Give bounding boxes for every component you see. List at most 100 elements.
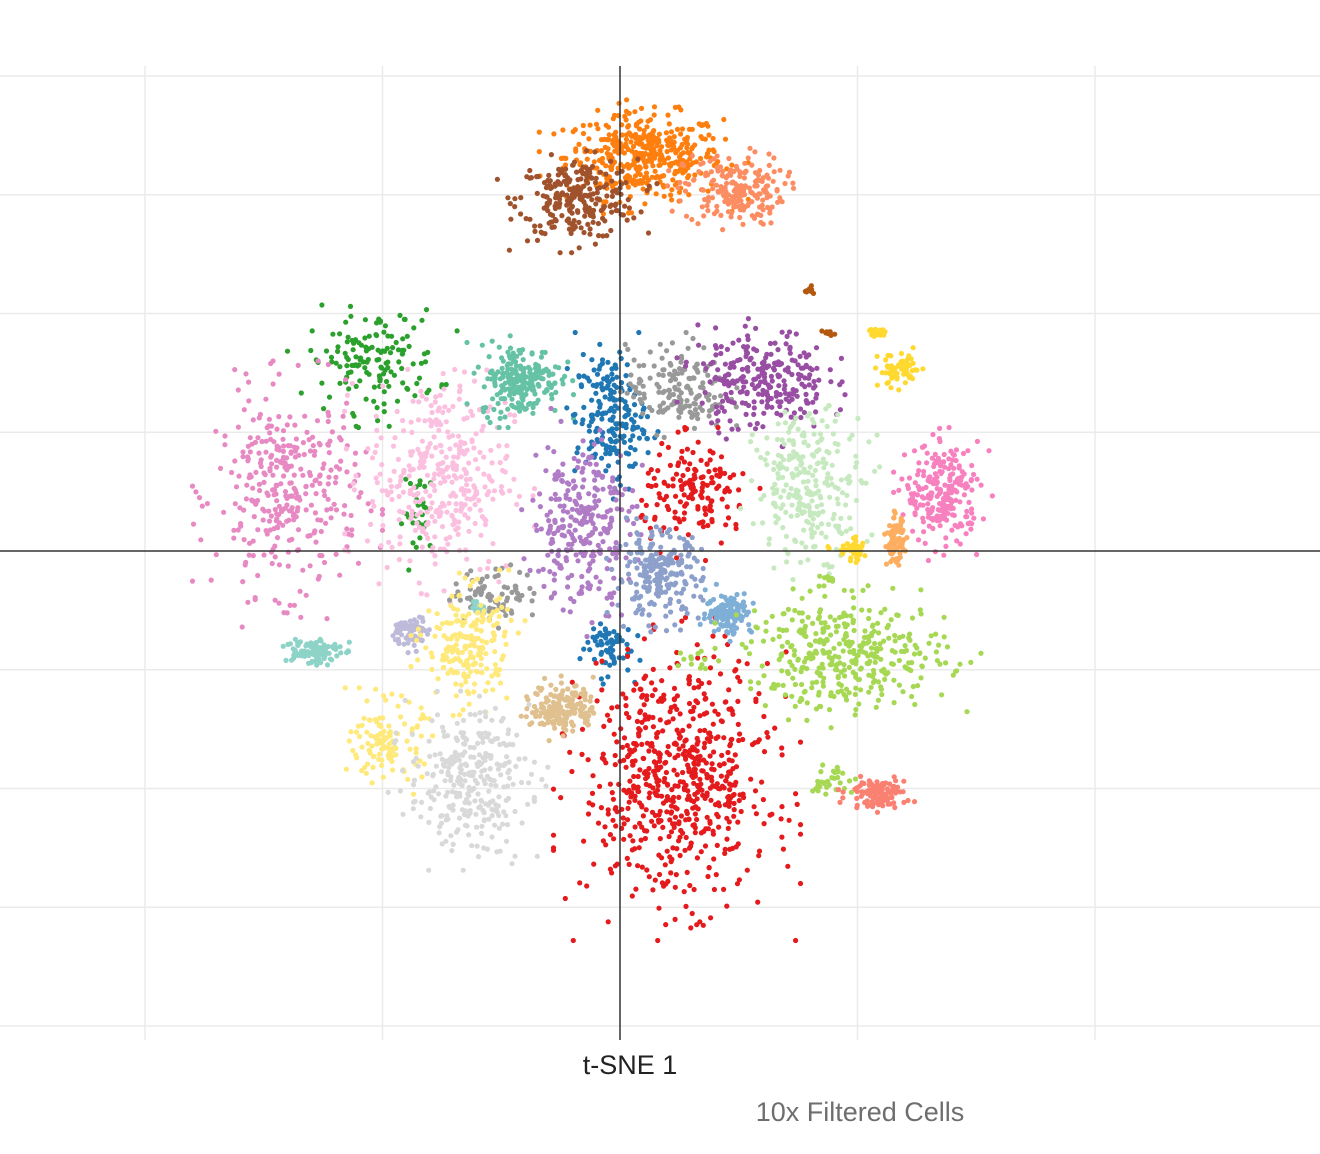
cell-point bbox=[632, 461, 638, 467]
cell-point bbox=[702, 843, 709, 849]
cell-point bbox=[516, 347, 522, 353]
cell-point bbox=[473, 431, 479, 437]
cell-point bbox=[580, 438, 586, 444]
cell-point bbox=[604, 233, 610, 239]
cell-point bbox=[957, 499, 963, 505]
cell-point bbox=[631, 394, 637, 400]
cell-point bbox=[758, 454, 764, 461]
cell-point bbox=[756, 382, 762, 389]
cell-point bbox=[803, 485, 810, 491]
cell-point bbox=[584, 156, 590, 162]
cell-point bbox=[410, 540, 416, 546]
cell-point bbox=[687, 753, 693, 759]
cell-point bbox=[338, 458, 344, 464]
cell-point bbox=[735, 721, 741, 728]
cell-point bbox=[388, 369, 394, 375]
cell-point bbox=[748, 776, 754, 782]
cell-point bbox=[438, 509, 444, 516]
cell-point bbox=[343, 446, 349, 452]
cell-point bbox=[762, 457, 768, 463]
cell-point bbox=[781, 441, 787, 447]
cell-point bbox=[715, 409, 721, 415]
cell-point bbox=[525, 401, 532, 407]
cell-point bbox=[612, 485, 618, 491]
cell-point bbox=[644, 828, 650, 834]
cell-point bbox=[737, 214, 743, 221]
cell-point bbox=[737, 169, 743, 175]
cell-point bbox=[256, 450, 262, 456]
cell-point bbox=[853, 534, 859, 540]
cell-point bbox=[779, 437, 785, 443]
cell-point bbox=[677, 535, 683, 541]
cell-point bbox=[653, 175, 659, 181]
cell-point bbox=[668, 797, 674, 803]
cell-point bbox=[585, 811, 592, 817]
cell-point bbox=[438, 480, 444, 486]
cell-point bbox=[365, 356, 371, 363]
cell-point bbox=[416, 524, 422, 531]
cell-point bbox=[744, 350, 750, 356]
cell-point bbox=[432, 487, 438, 494]
cell-point bbox=[809, 492, 816, 498]
cell-point bbox=[353, 383, 359, 389]
cell-point bbox=[678, 590, 685, 596]
cell-point bbox=[649, 139, 655, 145]
cell-point bbox=[635, 424, 641, 430]
cell-point bbox=[390, 345, 396, 351]
cell-point bbox=[613, 497, 619, 503]
cell-point bbox=[436, 427, 442, 433]
cell-point bbox=[945, 510, 951, 516]
cell-point bbox=[502, 396, 508, 402]
cell-point bbox=[788, 414, 794, 420]
cell-point bbox=[528, 373, 534, 379]
cell-point bbox=[771, 565, 777, 571]
cell-point bbox=[429, 500, 435, 506]
cell-point bbox=[736, 658, 742, 664]
cell-point bbox=[835, 486, 841, 492]
cell-point bbox=[878, 610, 884, 616]
cell-point bbox=[881, 332, 887, 338]
cell-point bbox=[587, 561, 593, 567]
cell-point bbox=[811, 431, 817, 437]
cell-point bbox=[456, 446, 462, 452]
cell-point bbox=[783, 559, 790, 565]
cell-point bbox=[651, 768, 657, 775]
cell-point bbox=[272, 597, 278, 603]
cell-point bbox=[471, 483, 477, 489]
cell-point bbox=[411, 492, 417, 498]
cell-point bbox=[869, 532, 875, 538]
cell-point bbox=[599, 160, 606, 166]
cell-point bbox=[854, 555, 860, 561]
cell-point bbox=[577, 160, 584, 166]
cell-point bbox=[217, 465, 224, 471]
cell-point bbox=[645, 137, 651, 143]
cell-point bbox=[605, 811, 611, 817]
cell-point bbox=[485, 376, 491, 382]
cell-point bbox=[889, 375, 895, 381]
cell-point bbox=[751, 376, 757, 383]
cell-point bbox=[627, 163, 633, 169]
cell-point bbox=[694, 642, 700, 648]
cell-point bbox=[827, 367, 833, 373]
cell-point bbox=[655, 589, 661, 595]
cell-point bbox=[416, 375, 423, 381]
cell-point bbox=[641, 564, 647, 570]
cell-point bbox=[291, 472, 297, 478]
cell-point bbox=[546, 518, 552, 524]
cell-point bbox=[598, 651, 604, 657]
cell-point bbox=[599, 455, 605, 461]
cell-point bbox=[585, 580, 591, 586]
cell-point bbox=[794, 472, 801, 478]
cell-point bbox=[686, 126, 693, 132]
cell-point bbox=[667, 371, 673, 377]
cell-point bbox=[632, 824, 638, 830]
cell-point bbox=[752, 183, 758, 189]
cell-point bbox=[512, 204, 518, 210]
cell-point bbox=[540, 193, 546, 199]
cell-point bbox=[915, 472, 921, 478]
cell-point bbox=[739, 366, 746, 372]
cell-point bbox=[649, 692, 656, 699]
cell-point bbox=[738, 615, 744, 621]
cell-point bbox=[686, 723, 692, 729]
cell-point bbox=[607, 717, 613, 724]
